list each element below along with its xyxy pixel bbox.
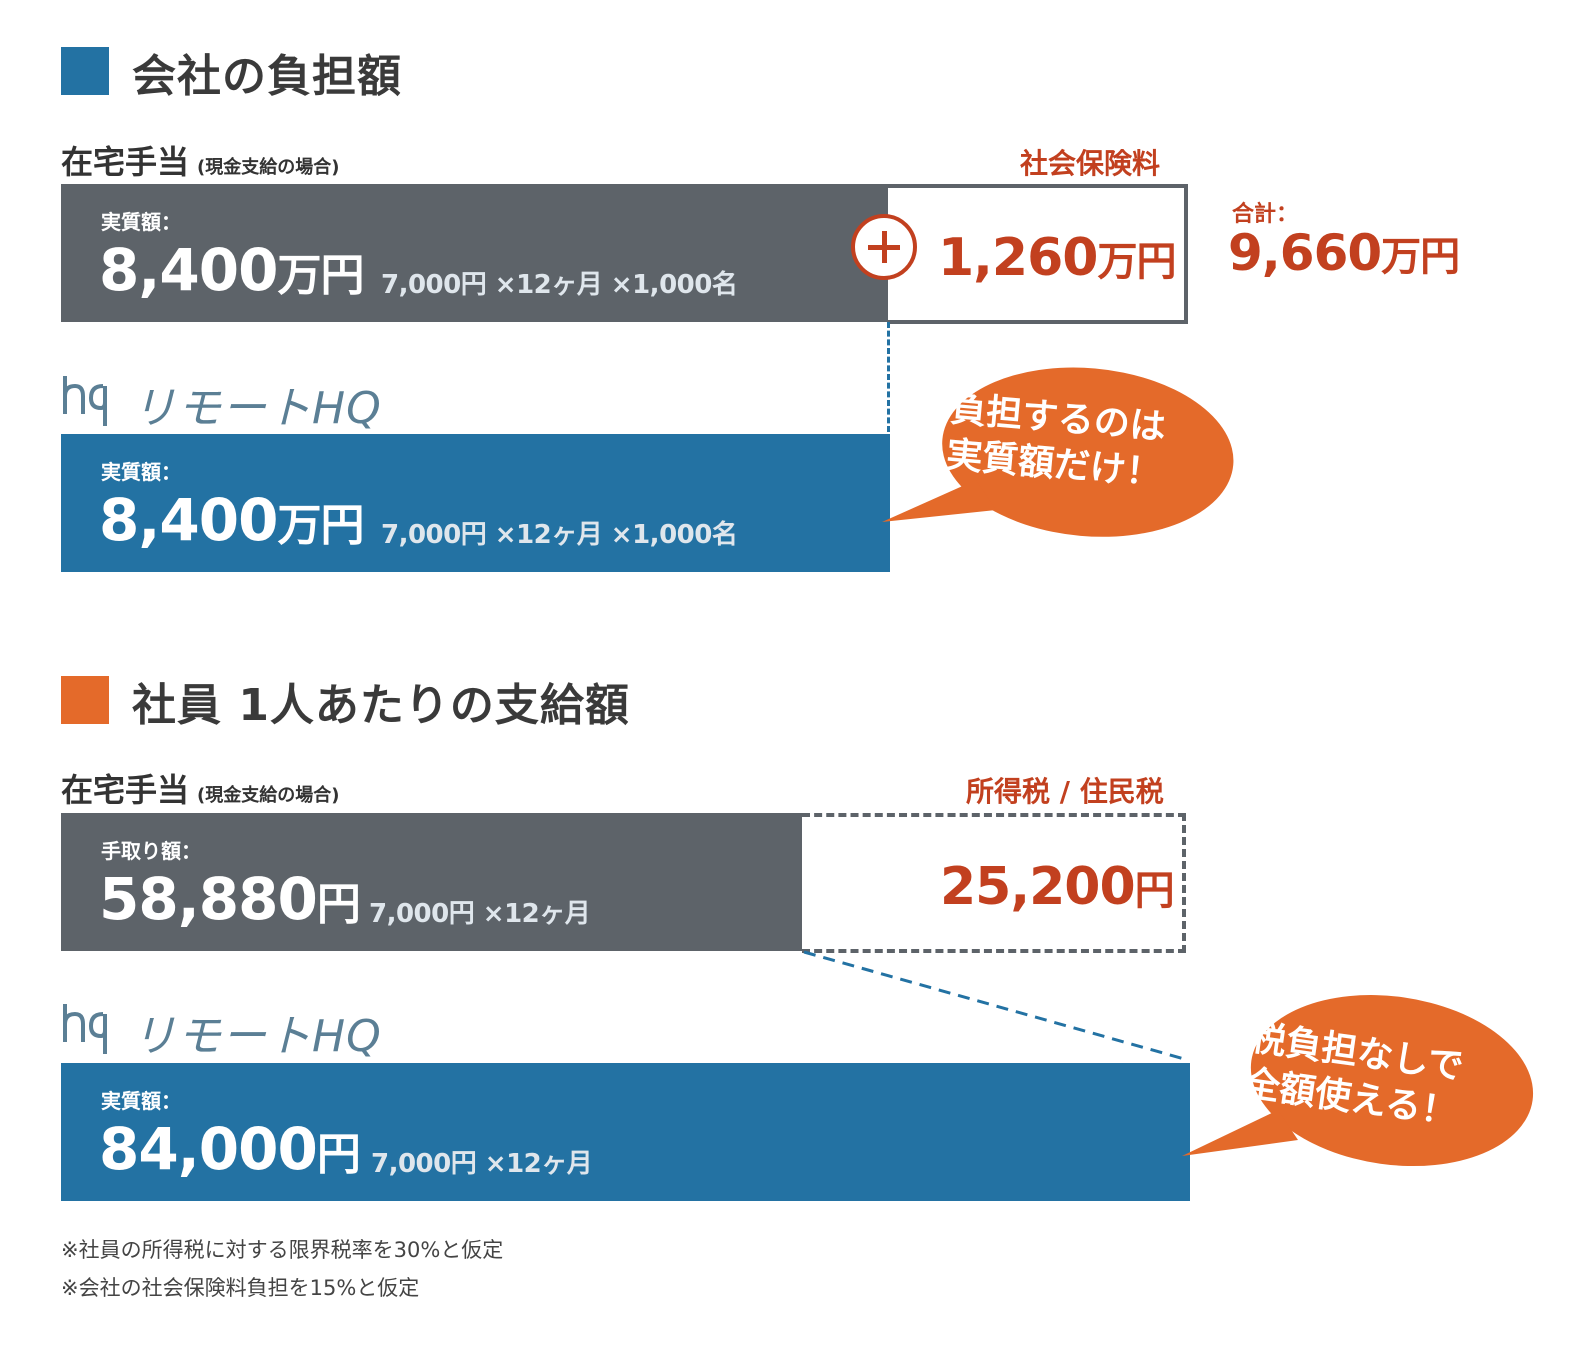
- remote-hq-logo-1: [61, 372, 111, 432]
- bar-calc: 7,000円 ×12ヶ月 ×1,000名: [381, 270, 738, 300]
- section2-marker: [61, 676, 109, 724]
- bar-amount-unit: 万円: [277, 500, 364, 551]
- bar-amount-value: 84,000: [99, 1115, 318, 1183]
- bar-calc: 7,000円 ×12ヶ月 ×1,000名: [381, 520, 738, 550]
- bar-sub-label: 手取り額：: [101, 839, 201, 863]
- tax-amount-value: 25,200: [940, 857, 1136, 917]
- social-insurance-label: 社会保険料: [1020, 147, 1161, 180]
- bar-calc: 7,000円 ×12ヶ月: [369, 899, 591, 929]
- bar-amount-unit: 円: [316, 1129, 361, 1180]
- tax-box: 25,200円: [802, 813, 1186, 953]
- bar-amount: 58,880円: [99, 865, 361, 933]
- tax-amount-unit: 円: [1134, 868, 1175, 914]
- bubble-1-text: 負担するのは 実質額だけ！: [944, 387, 1168, 497]
- income-tax-label: 所得税 / 住民税: [966, 775, 1164, 808]
- bar-amount-unit: 円: [316, 879, 361, 930]
- total-label: 合計：: [1232, 202, 1299, 227]
- bar-amount-value: 8,400: [99, 486, 278, 554]
- remote-hq-logo-text-1: リモートHQ: [132, 383, 382, 434]
- bar-amount: 8,400万円: [99, 236, 364, 304]
- hq-logo-icon: [63, 1004, 107, 1054]
- company-cash-bar: 実質額： 8,400万円 7,000円 ×12ヶ月 ×1,000名: [61, 184, 891, 322]
- bar-sub-label: 実質額：: [101, 460, 181, 484]
- allowance-label-text: 在宅手当: [61, 771, 190, 809]
- insurance-amount-unit: 万円: [1097, 239, 1176, 285]
- footnote-2: ※会社の社会保険料負担を15%と仮定: [61, 1276, 420, 1300]
- allowance-note: (現金支給の場合): [197, 785, 340, 806]
- tax-amount: 25,200円: [940, 857, 1175, 917]
- bar-amount-unit: 万円: [277, 250, 364, 301]
- plus-icon-v: [882, 231, 887, 263]
- bar-sub-label: 実質額：: [101, 1089, 181, 1113]
- remote-hq-bar-2: 実質額： 84,000円 7,000円 ×12ヶ月: [61, 1063, 1190, 1201]
- bar-calc: 7,000円 ×12ヶ月: [371, 1149, 593, 1179]
- allowance-label-text: 在宅手当: [61, 143, 190, 181]
- remote-hq-logo-text-2: リモートHQ: [132, 1011, 382, 1062]
- insurance-amount: 1,260万円: [938, 228, 1176, 288]
- bar-amount: 8,400万円: [99, 486, 364, 554]
- section1-allowance-label: 在宅手当 (現金支給の場合): [61, 137, 339, 183]
- footnote-1: ※社員の所得税に対する限界税率を30%と仮定: [61, 1238, 504, 1262]
- section2-allowance-label: 在宅手当 (現金支給の場合): [61, 765, 339, 811]
- section1-marker: [61, 47, 109, 95]
- remote-hq-logo-2: [61, 1000, 111, 1060]
- bar-amount-value: 8,400: [99, 236, 278, 304]
- total-amount-unit: 万円: [1381, 234, 1460, 280]
- remote-hq-bar-1: 実質額： 8,400万円 7,000円 ×12ヶ月 ×1,000名: [61, 434, 890, 572]
- connector-line-1: [887, 322, 890, 432]
- hq-logo-icon: [63, 376, 107, 426]
- total-amount-value: 9,660: [1228, 224, 1382, 282]
- insurance-amount-value: 1,260: [938, 228, 1098, 288]
- section2-title: 社員 1人あたりの支給額: [132, 680, 630, 731]
- section1-title: 会社の負担額: [132, 51, 402, 102]
- bar-amount-value: 58,880: [99, 865, 318, 933]
- plus-icon: [851, 214, 917, 280]
- insurance-box: 1,260万円: [888, 184, 1188, 324]
- speech-bubble-2: [1182, 995, 1534, 1167]
- total-amount: 9,660万円: [1228, 224, 1460, 282]
- speech-bubble-1: [882, 367, 1234, 537]
- bar-sub-label: 実質額：: [101, 210, 181, 234]
- bar-amount: 84,000円: [99, 1115, 361, 1183]
- employee-cash-bar: 手取り額： 58,880円 7,000円 ×12ヶ月: [61, 813, 802, 951]
- connector-line-2: [803, 950, 1189, 1062]
- allowance-note: (現金支給の場合): [197, 157, 340, 178]
